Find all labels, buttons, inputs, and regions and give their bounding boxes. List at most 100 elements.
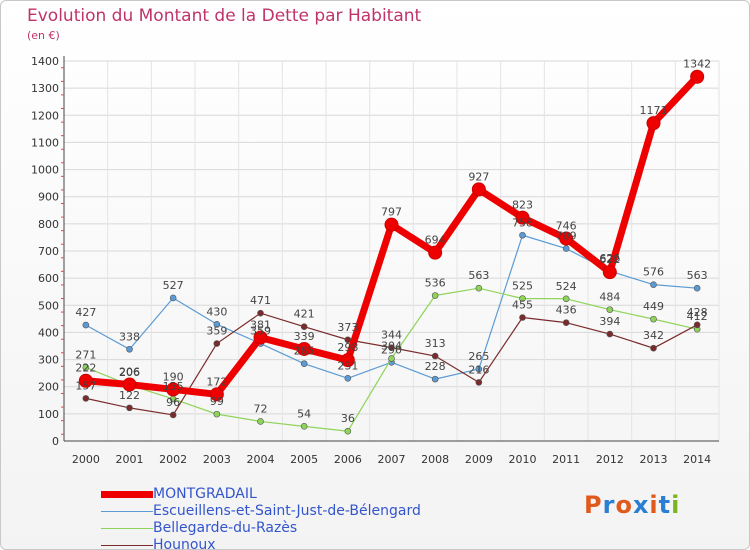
data-point <box>82 364 90 371</box>
data-label: 228 <box>425 360 446 373</box>
data-label: 484 <box>599 291 620 304</box>
data-label: 430 <box>206 305 227 318</box>
x-tick-label: 2004 <box>247 453 275 466</box>
x-tick-label: 2002 <box>159 453 187 466</box>
x-tick-label: 2008 <box>421 453 449 466</box>
data-point <box>515 210 530 225</box>
data-point <box>257 418 264 425</box>
data-label: 313 <box>425 337 446 350</box>
data-point <box>344 427 352 435</box>
logo-letter: P <box>584 491 603 519</box>
data-point <box>431 375 439 383</box>
legend-label: Escueillens-et-Saint-Just-de-Bélengard <box>153 503 421 519</box>
logo-letter: t <box>658 491 672 519</box>
logo-letter: i <box>649 491 659 519</box>
data-point <box>562 245 570 252</box>
data-label: 72 <box>254 402 268 415</box>
y-tick-label: 700 <box>38 245 59 258</box>
data-label: 54 <box>297 407 311 420</box>
legend-swatch <box>101 510 153 513</box>
data-point <box>650 281 657 288</box>
legend-item: Bellegarde-du-Razès <box>101 520 421 537</box>
data-label: 536 <box>425 277 446 290</box>
legend-swatch <box>101 544 153 547</box>
data-label: 1342 <box>683 58 711 71</box>
data-point <box>169 411 177 419</box>
y-tick-label: 1400 <box>31 55 59 68</box>
data-label: 216 <box>468 363 489 376</box>
x-tick-label: 2005 <box>290 453 318 466</box>
data-label: 290 <box>381 343 402 356</box>
data-label: 344 <box>381 329 402 342</box>
data-point <box>82 395 90 402</box>
logo-letter: i <box>671 491 681 519</box>
data-label: 626 <box>599 252 620 265</box>
data-point <box>562 319 570 326</box>
x-tick-label: 2000 <box>72 453 100 466</box>
chart-title: Evolution du Montant de la Dette par Hab… <box>27 6 422 26</box>
y-tick-label: 1000 <box>31 164 59 177</box>
x-tick-label: 2007 <box>378 453 406 466</box>
data-label: 449 <box>643 300 664 313</box>
data-point <box>650 344 657 352</box>
data-label: 231 <box>337 359 358 372</box>
data-label: 797 <box>381 206 402 219</box>
data-label: 758 <box>512 216 533 229</box>
legend-swatch <box>101 491 153 498</box>
y-tick-label: 100 <box>38 408 59 421</box>
data-label: 190 <box>163 370 184 383</box>
data-label: 381 <box>250 319 271 332</box>
data-label: 99 <box>210 395 224 408</box>
data-point <box>344 374 352 382</box>
x-tick-label: 2006 <box>334 453 362 466</box>
data-label: 524 <box>556 280 577 293</box>
data-point <box>519 314 526 321</box>
legend-swatch <box>101 527 153 530</box>
x-tick-label: 2009 <box>465 453 493 466</box>
data-point <box>169 294 177 302</box>
legend-label: MONTGRADAIL <box>153 486 257 502</box>
data-label: 172 <box>206 375 227 388</box>
data-label: 394 <box>599 315 620 328</box>
data-point <box>388 344 395 351</box>
data-point <box>606 330 614 338</box>
data-point <box>297 341 312 356</box>
y-tick-label: 400 <box>38 326 59 339</box>
data-label: 359 <box>250 325 271 338</box>
logo-letter: o <box>615 491 633 519</box>
data-point <box>606 306 614 313</box>
data-label: 222 <box>75 362 96 375</box>
x-tick-label: 2003 <box>203 453 231 466</box>
data-label: 373 <box>337 321 358 334</box>
data-label: 428 <box>687 306 708 319</box>
data-label: 359 <box>206 325 227 338</box>
data-label: 206 <box>119 366 140 379</box>
data-label: 96 <box>166 396 180 409</box>
data-point <box>475 284 483 292</box>
y-tick-label: 600 <box>38 272 59 285</box>
data-point <box>213 320 221 328</box>
data-label: 471 <box>250 294 271 307</box>
data-point <box>126 345 133 353</box>
data-point <box>428 245 443 260</box>
data-label: 709 <box>556 230 577 243</box>
data-label: 265 <box>468 350 489 363</box>
logo-letter: x <box>632 491 650 519</box>
data-point <box>388 355 395 362</box>
data-label: 342 <box>643 329 664 342</box>
legend-label: Bellegarde-du-Razès <box>153 520 298 536</box>
legend-item: Escueillens-et-Saint-Just-de-Bélengard <box>101 503 421 520</box>
x-tick-label: 2014 <box>683 453 711 466</box>
data-point <box>253 330 268 345</box>
y-tick-label: 1300 <box>31 82 59 95</box>
data-point <box>519 231 526 239</box>
legend: MONTGRADAIL Escueillens-et-Saint-Just-de-… <box>101 486 421 549</box>
data-label: 746 <box>556 220 577 233</box>
data-label: 927 <box>468 170 489 183</box>
y-tick-label: 1100 <box>31 136 59 149</box>
data-point <box>646 116 661 131</box>
x-tick-label: 2013 <box>640 453 668 466</box>
x-tick-label: 2011 <box>552 453 580 466</box>
